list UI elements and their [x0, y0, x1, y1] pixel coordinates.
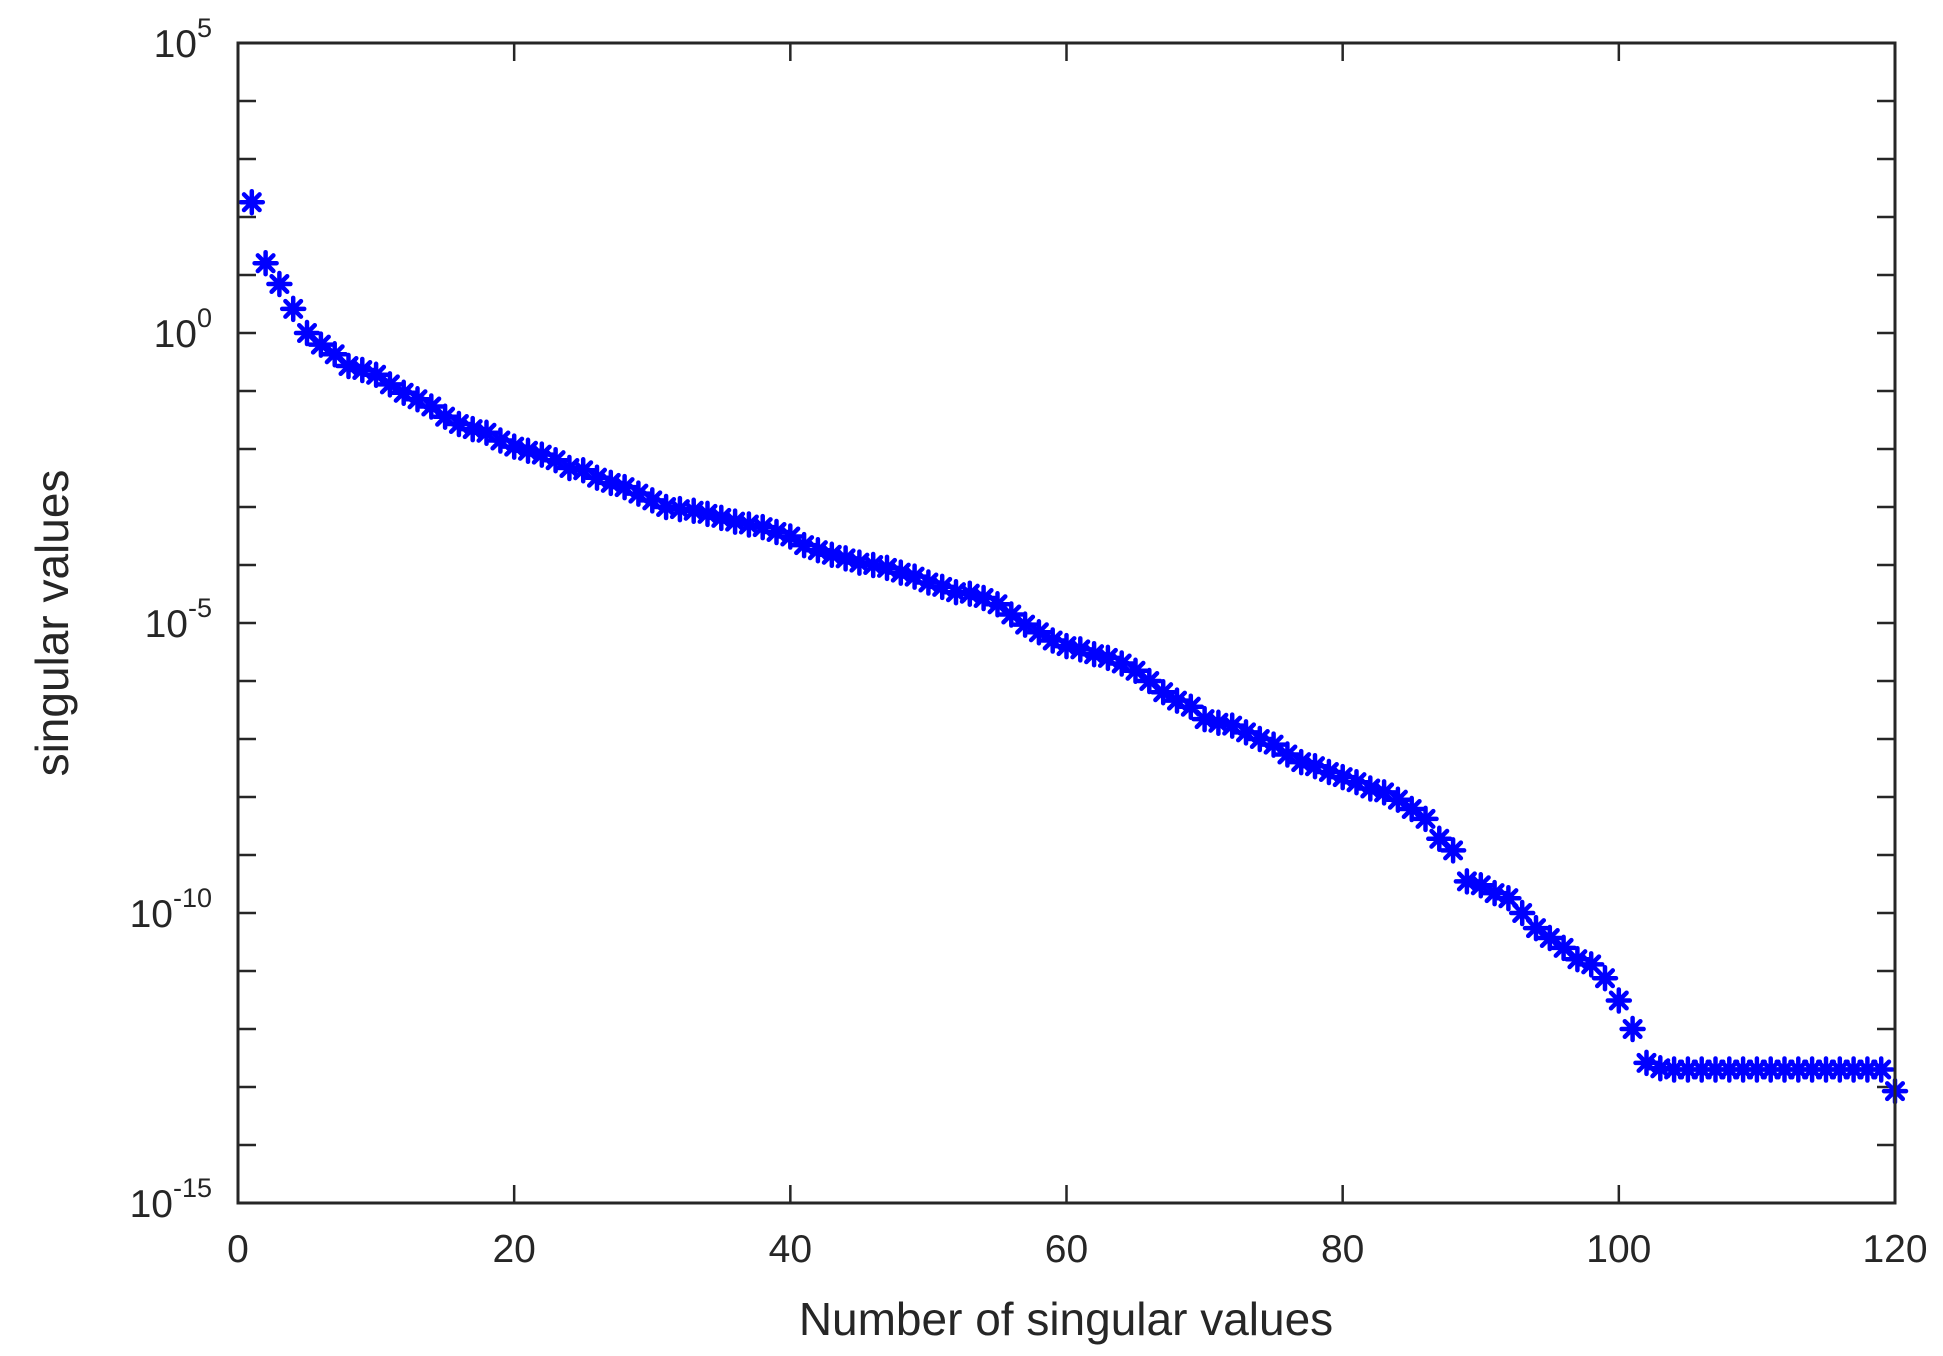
x-tick-label: 100	[1586, 1228, 1651, 1271]
data-point	[1412, 805, 1439, 833]
y-tick-label-exponent: 5	[197, 13, 212, 43]
x-tick-label: 20	[492, 1228, 535, 1271]
y-tick-label: 100	[154, 303, 212, 356]
data-point	[1605, 987, 1633, 1014]
y-tick-label-base: 10	[130, 893, 173, 936]
x-tick-label: 60	[1045, 1228, 1088, 1271]
data-point	[1867, 1056, 1895, 1083]
data-point	[307, 331, 335, 358]
y-tick-label-exponent: -10	[173, 883, 212, 913]
y-tick-label-base: 10	[154, 23, 197, 66]
y-tick-label: 10-15	[130, 1173, 212, 1226]
data-point	[1660, 1056, 1688, 1083]
data-point	[238, 188, 266, 216]
y-tick-label: 105	[154, 13, 212, 66]
data-point	[1398, 795, 1425, 823]
x-axis-label: Number of singular values	[799, 1293, 1333, 1345]
data-point	[1439, 837, 1467, 864]
x-tick-label: 0	[227, 1228, 249, 1271]
x-tick-label: 40	[769, 1228, 812, 1271]
data-point	[984, 591, 1011, 618]
data-point	[1591, 964, 1619, 992]
plot-area	[238, 43, 1895, 1203]
data-point	[777, 523, 804, 550]
data-point	[418, 393, 445, 420]
y-tick-label-base: 10	[145, 603, 188, 646]
data-point	[1536, 924, 1564, 952]
data-point	[1508, 899, 1536, 927]
plot-frame	[236, 41, 1897, 1205]
data-point	[721, 508, 749, 535]
x-tick-label: 120	[1862, 1228, 1927, 1271]
data-point	[556, 454, 583, 482]
data-point	[1619, 1015, 1646, 1043]
data-point	[1177, 693, 1205, 720]
y-tick-label-exponent: -5	[188, 593, 212, 623]
data-point	[279, 295, 307, 323]
data-point	[266, 270, 293, 298]
y-tick-label: 10-5	[145, 593, 212, 646]
y-tick-label-exponent: -15	[173, 1173, 212, 1203]
y-tick-label-exponent: 0	[197, 303, 212, 333]
data-point	[252, 249, 279, 277]
x-tick-label: 80	[1321, 1228, 1364, 1271]
data-point	[998, 601, 1025, 628]
y-tick-label-base: 10	[130, 1183, 173, 1226]
x-tick-labels: 0 20 40 60 80 100 120	[227, 1228, 1927, 1271]
data-point	[1122, 657, 1149, 685]
y-tick-label-base: 10	[154, 313, 197, 356]
data-points	[238, 188, 1909, 1105]
data-point	[1771, 1056, 1798, 1083]
data-point	[1260, 731, 1287, 758]
y-axis-label: singular values	[26, 470, 78, 777]
data-point	[1522, 914, 1550, 942]
y-tick-label: 10-10	[130, 883, 212, 936]
